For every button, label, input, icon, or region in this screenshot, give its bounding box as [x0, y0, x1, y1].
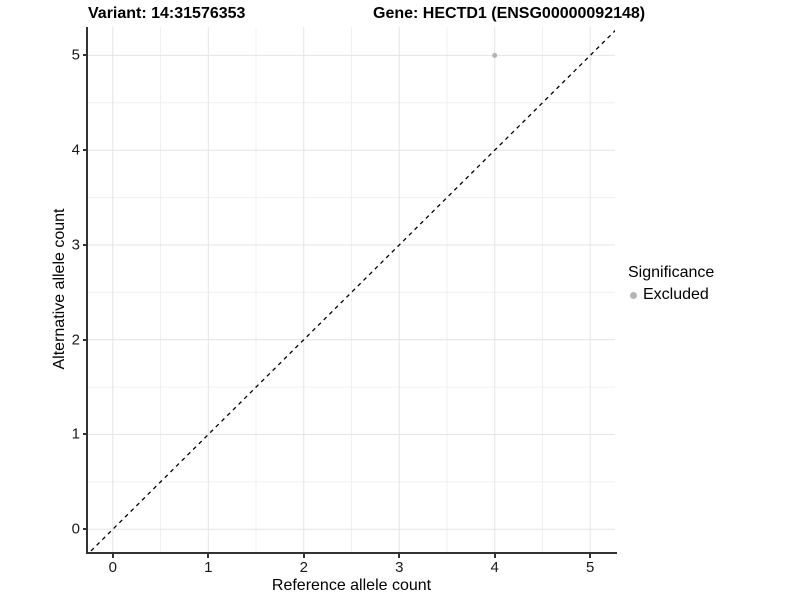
x-tick-label: 2 [299, 559, 308, 576]
y-tick-label: 5 [71, 46, 80, 64]
legend-key-dot-icon [630, 291, 637, 299]
variant-title: Variant: 14:31576353 [88, 5, 246, 22]
x-tick-mark [589, 554, 592, 558]
y-tick-mark [83, 54, 87, 57]
x-tick-mark [302, 554, 305, 558]
x-axis-line [86, 552, 617, 554]
legend-title: Significance [628, 264, 715, 281]
x-tick-mark [398, 554, 401, 558]
y-tick-mark [83, 528, 87, 531]
legend: Significance Excluded [628, 263, 714, 304]
y-tick-mark [83, 338, 87, 341]
y-axis-line [86, 27, 88, 554]
y-tick-label: 4 [71, 141, 80, 159]
y-tick-label: 1 [71, 425, 80, 443]
x-tick-mark [111, 554, 114, 558]
x-tick-mark [493, 554, 496, 558]
x-axis-title: Reference allele count [271, 577, 432, 594]
x-tick-label: 3 [395, 559, 404, 576]
legend-item: Excluded [628, 286, 714, 304]
x-tick-mark [207, 554, 210, 558]
legend-items: Excluded [628, 286, 714, 304]
legend-item-label: Excluded [643, 286, 709, 304]
plot-panel [88, 27, 615, 552]
data-point [492, 52, 498, 58]
x-tick-label: 0 [108, 559, 117, 576]
identity-dashed-line [88, 29, 615, 552]
y-tick-label: 3 [71, 236, 80, 254]
y-tick-label: 0 [71, 520, 80, 538]
y-tick-label: 2 [71, 331, 80, 349]
plot-canvas [88, 27, 615, 552]
y-tick-mark [83, 243, 87, 246]
x-tick-label: 1 [204, 559, 213, 576]
x-tick-label: 4 [490, 559, 499, 576]
y-tick-mark [83, 433, 87, 436]
gene-title: Gene: HECTD1 (ENSG00000092148) [373, 5, 646, 22]
y-tick-mark [83, 149, 87, 152]
x-tick-label: 5 [586, 559, 595, 576]
